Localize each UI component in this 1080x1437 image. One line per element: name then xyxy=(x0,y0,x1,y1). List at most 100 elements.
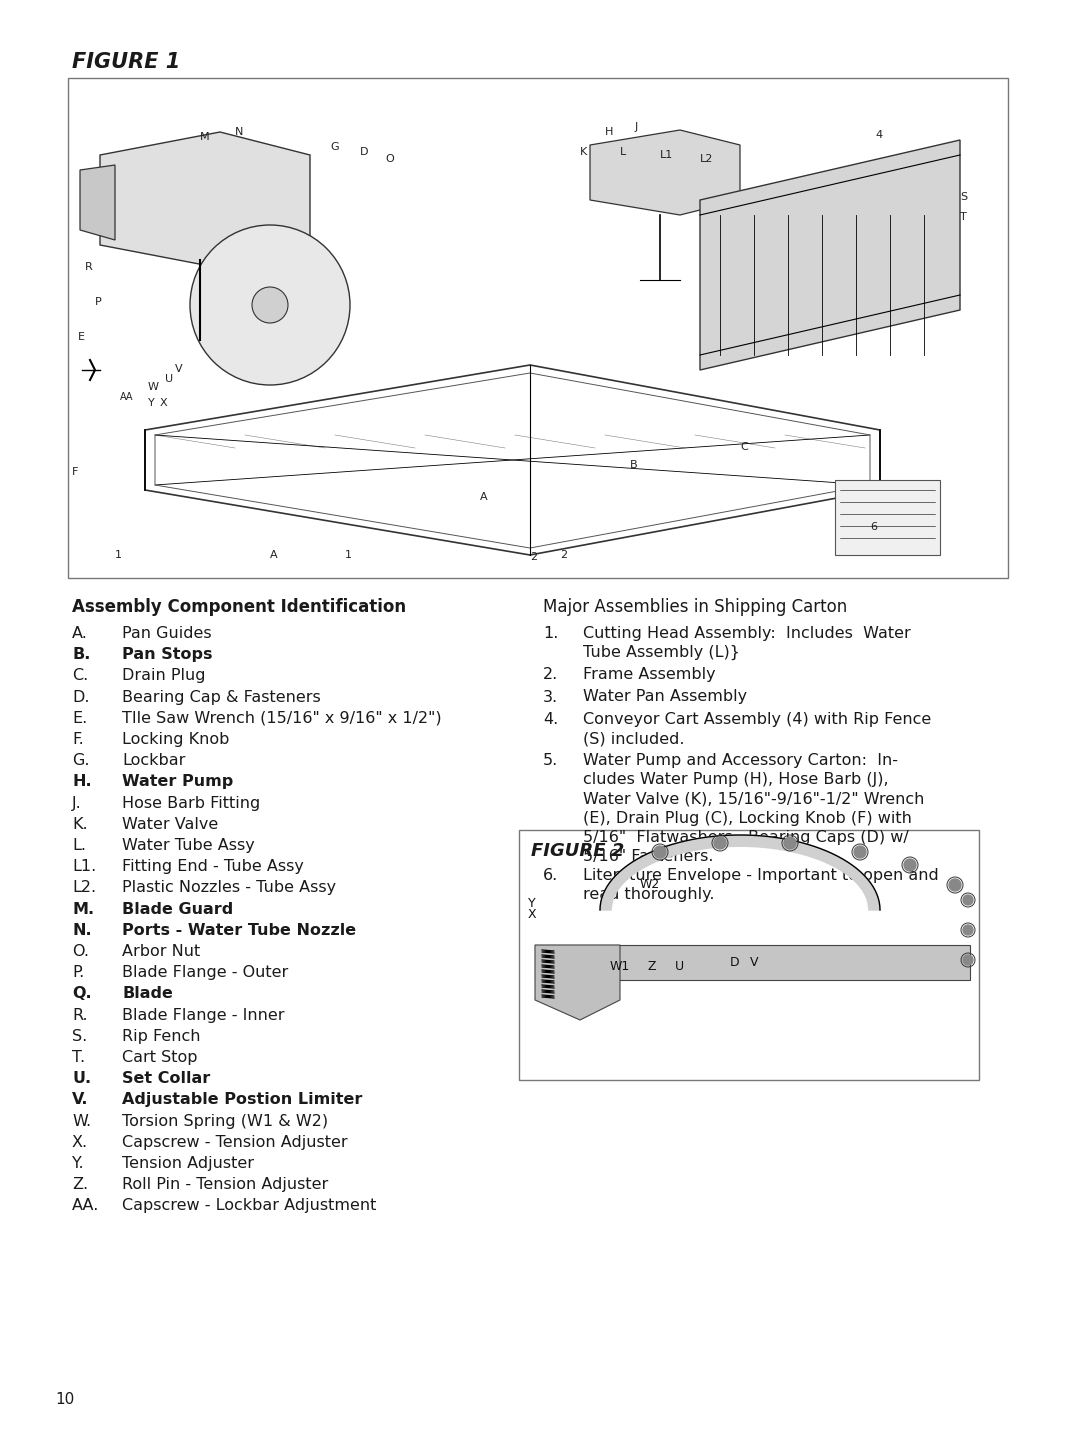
Polygon shape xyxy=(835,480,940,555)
Text: B.: B. xyxy=(72,647,91,662)
Text: A: A xyxy=(480,491,488,502)
Text: S: S xyxy=(960,193,967,203)
Text: H: H xyxy=(605,126,613,137)
Text: T.: T. xyxy=(72,1050,85,1065)
Circle shape xyxy=(714,836,726,849)
Text: AA.: AA. xyxy=(72,1198,99,1213)
Text: 1.: 1. xyxy=(543,627,558,641)
Text: Pan Stops: Pan Stops xyxy=(122,647,213,662)
Text: U: U xyxy=(675,960,684,973)
Text: Plastic Nozzles - Tube Assy: Plastic Nozzles - Tube Assy xyxy=(122,881,336,895)
Text: S.: S. xyxy=(72,1029,87,1043)
Text: Water Pump: Water Pump xyxy=(122,775,233,789)
Text: Torsion Spring (W1 & W2): Torsion Spring (W1 & W2) xyxy=(122,1114,328,1128)
Text: 4: 4 xyxy=(875,129,882,139)
Text: Adjustable Postion Limiter: Adjustable Postion Limiter xyxy=(122,1092,363,1108)
Text: 5.: 5. xyxy=(543,753,558,767)
Text: AA: AA xyxy=(120,392,134,402)
Text: X: X xyxy=(160,398,167,408)
Circle shape xyxy=(854,846,866,858)
Text: Capscrew - Lockbar Adjustment: Capscrew - Lockbar Adjustment xyxy=(122,1198,376,1213)
Text: O.: O. xyxy=(72,944,89,958)
Text: M.: M. xyxy=(72,901,94,917)
Circle shape xyxy=(654,846,666,858)
Bar xyxy=(68,78,1008,578)
Text: Q.: Q. xyxy=(72,986,92,1002)
Text: E: E xyxy=(78,332,85,342)
Text: L1: L1 xyxy=(660,149,673,160)
Circle shape xyxy=(963,925,973,935)
Text: X: X xyxy=(528,908,537,921)
Text: Blade Guard: Blade Guard xyxy=(122,901,233,917)
Text: T: T xyxy=(960,213,967,221)
Text: V: V xyxy=(750,956,758,969)
Text: D: D xyxy=(730,956,740,969)
Polygon shape xyxy=(80,165,114,240)
Text: 1: 1 xyxy=(345,550,352,560)
Text: L.: L. xyxy=(72,838,86,854)
Text: Drain Plug: Drain Plug xyxy=(122,668,205,684)
Text: 2: 2 xyxy=(561,550,567,560)
Text: Locking Knob: Locking Knob xyxy=(122,731,229,747)
Text: FIGURE 2: FIGURE 2 xyxy=(531,842,624,859)
Text: K.: K. xyxy=(72,816,87,832)
Text: 1: 1 xyxy=(114,550,122,560)
Circle shape xyxy=(904,859,916,871)
Text: Conveyor Cart Assembly (4) with Rip Fence
(S) included.: Conveyor Cart Assembly (4) with Rip Fenc… xyxy=(583,711,931,746)
Text: X.: X. xyxy=(72,1135,89,1150)
Text: G: G xyxy=(330,142,339,152)
Text: Fitting End - Tube Assy: Fitting End - Tube Assy xyxy=(122,859,303,874)
Polygon shape xyxy=(600,835,880,910)
Text: A.: A. xyxy=(72,627,87,641)
Text: Y: Y xyxy=(528,897,536,910)
Polygon shape xyxy=(100,132,310,267)
Polygon shape xyxy=(590,129,740,216)
Circle shape xyxy=(190,226,350,385)
Text: Z.: Z. xyxy=(72,1177,89,1193)
Text: P.: P. xyxy=(72,966,84,980)
Text: W2: W2 xyxy=(640,878,660,891)
Text: J: J xyxy=(635,122,638,132)
Text: U.: U. xyxy=(72,1071,91,1086)
Text: B: B xyxy=(630,460,637,470)
Text: W1: W1 xyxy=(610,960,631,973)
Circle shape xyxy=(252,287,288,323)
Text: Ports - Water Tube Nozzle: Ports - Water Tube Nozzle xyxy=(122,923,356,938)
Text: J.: J. xyxy=(72,796,82,810)
Text: Arbor Nut: Arbor Nut xyxy=(122,944,200,958)
Text: Frame Assembly: Frame Assembly xyxy=(583,667,716,683)
Text: Literature Envelope - Important to open and
read thoroughly.: Literature Envelope - Important to open … xyxy=(583,868,939,902)
Text: Blade: Blade xyxy=(122,986,173,1002)
Text: 2.: 2. xyxy=(543,667,558,683)
Text: L2.: L2. xyxy=(72,881,96,895)
Text: Water Tube Assy: Water Tube Assy xyxy=(122,838,255,854)
Text: D: D xyxy=(360,147,368,157)
Text: G.: G. xyxy=(72,753,90,769)
Text: Water Pan Assembly: Water Pan Assembly xyxy=(583,690,747,704)
Text: Blade Flange - Outer: Blade Flange - Outer xyxy=(122,966,288,980)
Text: H.: H. xyxy=(72,775,92,789)
Text: Z: Z xyxy=(648,960,657,973)
Text: M: M xyxy=(200,132,210,142)
Text: L: L xyxy=(620,147,626,157)
Text: R.: R. xyxy=(72,1007,87,1023)
Text: Blade Flange - Inner: Blade Flange - Inner xyxy=(122,1007,284,1023)
Text: L2: L2 xyxy=(700,154,714,164)
Text: F: F xyxy=(72,467,79,477)
Text: C: C xyxy=(740,443,747,453)
Text: Rip Fench: Rip Fench xyxy=(122,1029,201,1043)
Text: Y: Y xyxy=(148,398,154,408)
Text: D.: D. xyxy=(72,690,90,704)
Polygon shape xyxy=(700,139,960,369)
Text: L1.: L1. xyxy=(72,859,96,874)
Text: Water Pump and Accessory Carton:  In-
cludes Water Pump (H), Hose Barb (J),
Wate: Water Pump and Accessory Carton: In- clu… xyxy=(583,753,924,864)
Text: Water Valve: Water Valve xyxy=(122,816,218,832)
Text: Y.: Y. xyxy=(72,1155,83,1171)
Text: O: O xyxy=(384,154,394,164)
Text: Capscrew - Tension Adjuster: Capscrew - Tension Adjuster xyxy=(122,1135,348,1150)
Text: N: N xyxy=(235,126,243,137)
Text: Assembly Component Identification: Assembly Component Identification xyxy=(72,598,406,616)
Text: Lockbar: Lockbar xyxy=(122,753,186,769)
Text: Set Collar: Set Collar xyxy=(122,1071,211,1086)
Text: TIle Saw Wrench (15/16" x 9/16" x 1/2"): TIle Saw Wrench (15/16" x 9/16" x 1/2") xyxy=(122,711,442,726)
